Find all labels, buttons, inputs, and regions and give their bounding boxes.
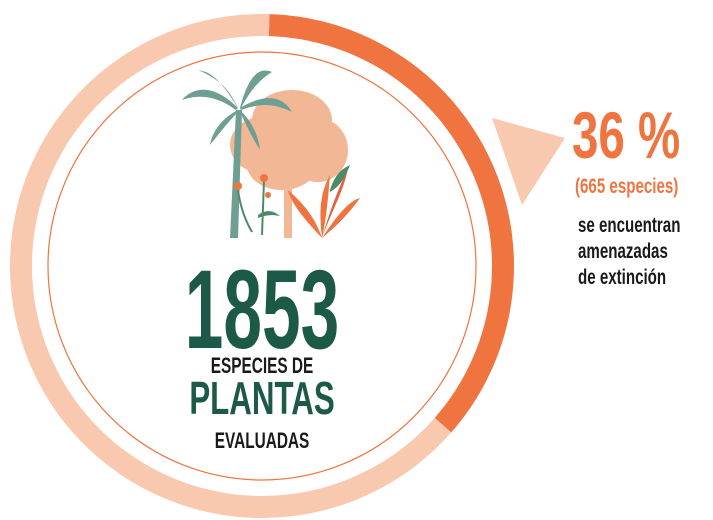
note-line: se encuentran	[578, 212, 680, 236]
note-line: de extinción	[578, 264, 666, 288]
infographic: 1853ESPECIES DEPLANTASEVALUADAS36 %(665 …	[0, 0, 713, 520]
total-number: 1853	[185, 247, 339, 372]
total-line: EVALUADAS	[215, 429, 310, 453]
plant-illustration	[182, 70, 360, 238]
note-line: amenazadas	[578, 238, 668, 262]
value-label: 36 %	[572, 99, 680, 172]
total-line: PLANTAS	[189, 373, 334, 424]
count-label: (665 especies)	[575, 173, 678, 197]
